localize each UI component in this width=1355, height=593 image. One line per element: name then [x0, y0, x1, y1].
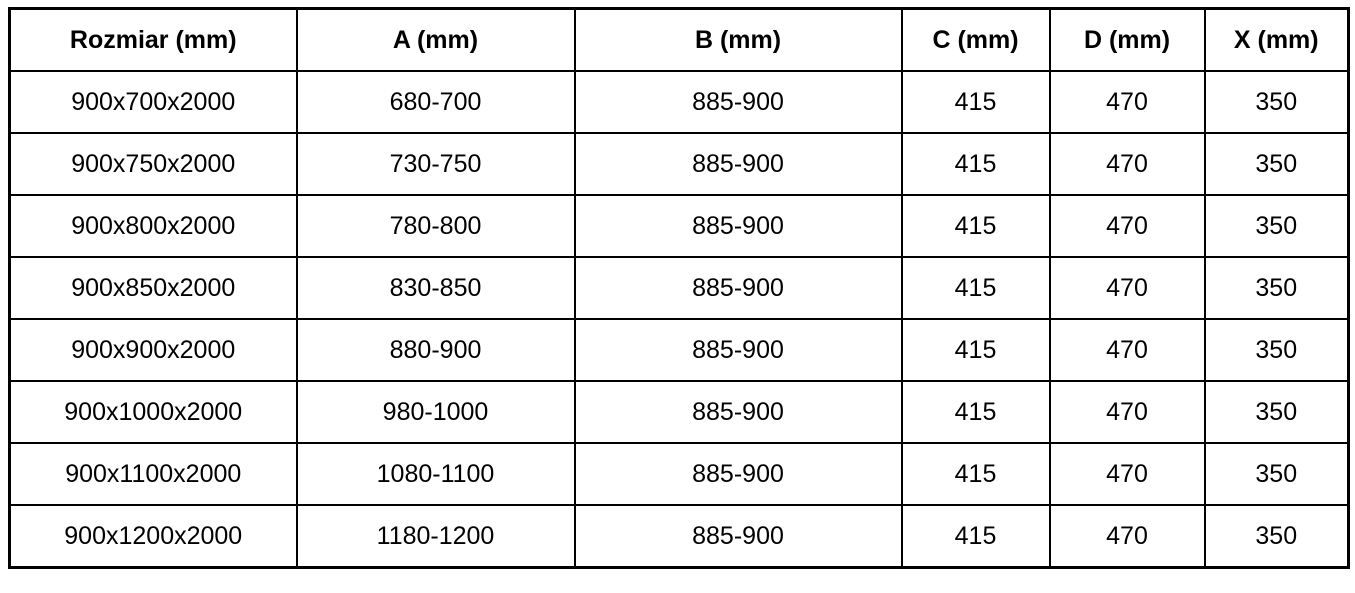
column-header-a: A (mm): [295, 7, 576, 72]
table-cell: 350: [1203, 256, 1350, 320]
table-cell: 415: [900, 380, 1051, 444]
table-cell: 415: [900, 442, 1051, 506]
table-row: 900x1000x2000 980-1000 885-900 415 470 350: [8, 380, 1350, 444]
table-cell: 470: [1048, 318, 1206, 382]
table-cell: 885-900: [573, 318, 903, 382]
table-cell: 470: [1048, 504, 1206, 569]
table-cell: 900x1100x2000: [8, 442, 298, 506]
table-cell: 350: [1203, 504, 1350, 569]
table-row: 900x850x2000 830-850 885-900 415 470 350: [8, 256, 1350, 320]
column-header-c: C (mm): [900, 7, 1051, 72]
table-cell: 885-900: [573, 70, 903, 134]
table-header: Rozmiar (mm) A (mm) B (mm) C (mm) D (mm)…: [8, 7, 1350, 72]
table-cell: 880-900: [295, 318, 576, 382]
table-body: 900x700x2000 680-700 885-900 415 470 350 900x7…: [8, 70, 1350, 569]
table-row: 900x750x2000 730-750 885-900 415 470 350: [8, 132, 1350, 196]
table-cell: 350: [1203, 380, 1350, 444]
column-header-d: D (mm): [1048, 7, 1206, 72]
table-cell: 885-900: [573, 256, 903, 320]
column-header-x: X (mm): [1203, 7, 1350, 72]
table-row: 900x1200x2000 1180-1200 885-900 415 470 350: [8, 504, 1350, 569]
table-cell: 415: [900, 504, 1051, 569]
table-cell: 885-900: [573, 132, 903, 196]
table-cell: 900x1200x2000: [8, 504, 298, 569]
table-cell: 900x750x2000: [8, 132, 298, 196]
table-cell: 885-900: [573, 194, 903, 258]
table-header-row: Rozmiar (mm) A (mm) B (mm) C (mm) D (mm)…: [8, 7, 1350, 72]
table-cell: 885-900: [573, 380, 903, 444]
table-cell: 900x800x2000: [8, 194, 298, 258]
table-cell: 900x1000x2000: [8, 380, 298, 444]
size-specification-table: Rozmiar (mm) A (mm) B (mm) C (mm) D (mm)…: [8, 7, 1350, 569]
table-cell: 415: [900, 132, 1051, 196]
table-cell: 470: [1048, 442, 1206, 506]
table-cell: 350: [1203, 442, 1350, 506]
table-cell: 470: [1048, 256, 1206, 320]
table-row: 900x800x2000 780-800 885-900 415 470 350: [8, 194, 1350, 258]
table-row: 900x1100x2000 1080-1100 885-900 415 470 350: [8, 442, 1350, 506]
table-cell: 900x900x2000: [8, 318, 298, 382]
table-cell: 470: [1048, 70, 1206, 134]
table-cell: 415: [900, 318, 1051, 382]
table-cell: 350: [1203, 194, 1350, 258]
column-header-rozmiar: Rozmiar (mm): [8, 7, 298, 72]
table-cell: 780-800: [295, 194, 576, 258]
table-cell: 1080-1100: [295, 442, 576, 506]
table-cell: 470: [1048, 194, 1206, 258]
table-row: 900x700x2000 680-700 885-900 415 470 350: [8, 70, 1350, 134]
table-cell: 350: [1203, 132, 1350, 196]
table-cell: 900x850x2000: [8, 256, 298, 320]
table-cell: 470: [1048, 132, 1206, 196]
column-header-b: B (mm): [573, 7, 903, 72]
table-cell: 885-900: [573, 504, 903, 569]
table-cell: 980-1000: [295, 380, 576, 444]
table-cell: 730-750: [295, 132, 576, 196]
table-cell: 1180-1200: [295, 504, 576, 569]
table-cell: 830-850: [295, 256, 576, 320]
table-cell: 415: [900, 194, 1051, 258]
table-cell: 350: [1203, 318, 1350, 382]
table-cell: 680-700: [295, 70, 576, 134]
table-cell: 885-900: [573, 442, 903, 506]
table-cell: 900x700x2000: [8, 70, 298, 134]
table-row: 900x900x2000 880-900 885-900 415 470 350: [8, 318, 1350, 382]
table-cell: 470: [1048, 380, 1206, 444]
table-cell: 415: [900, 256, 1051, 320]
table-cell: 350: [1203, 70, 1350, 134]
table-cell: 415: [900, 70, 1051, 134]
